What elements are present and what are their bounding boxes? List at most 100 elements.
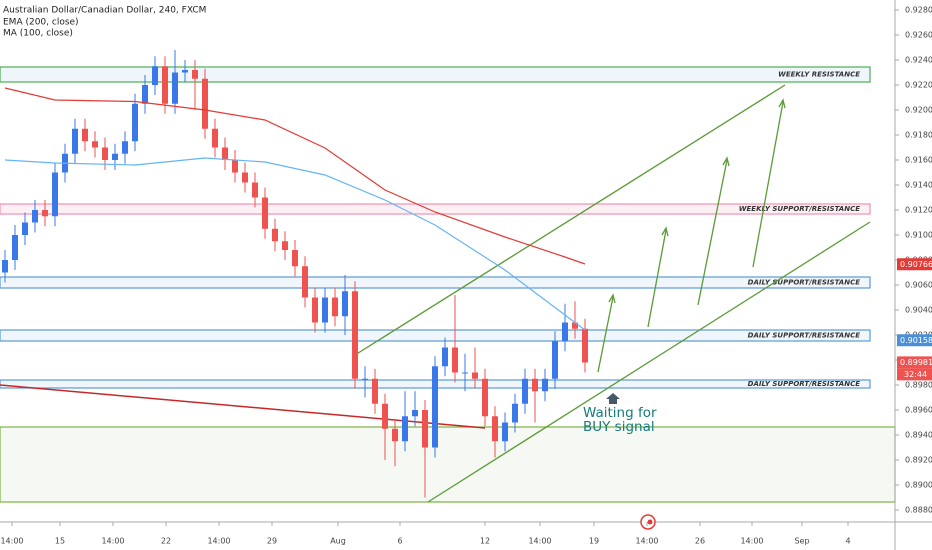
candle-body xyxy=(532,378,538,392)
candle-body xyxy=(242,172,248,183)
candle-body xyxy=(442,347,448,367)
candle-body xyxy=(172,72,178,104)
zone xyxy=(0,66,871,83)
x-tick-label: Aug xyxy=(330,537,346,546)
zone-label: WEEKLY SUPPORT/RESISTANCE xyxy=(739,205,860,213)
candle-body xyxy=(82,128,88,142)
zone-label: DAILY SUPPORT/RESISTANCE xyxy=(748,380,861,388)
candle-body xyxy=(582,328,588,363)
up-marker xyxy=(606,393,620,404)
logo-dot xyxy=(647,519,653,525)
candle-body xyxy=(282,241,288,250)
ma-line xyxy=(4,157,586,331)
zone-label: DAILY SUPPORT/RESISTANCE xyxy=(748,332,861,340)
candle-body xyxy=(522,378,528,404)
candle-body xyxy=(92,141,98,148)
x-tick-label: 14:00 xyxy=(207,537,230,546)
channel-upper xyxy=(354,84,786,356)
candle-body xyxy=(102,147,108,160)
candle-body xyxy=(392,428,398,442)
x-tick-label: 14:00 xyxy=(528,537,551,546)
x-tick-label: 15 xyxy=(55,537,65,546)
candle-body xyxy=(2,260,8,273)
candle-body xyxy=(372,378,378,404)
arrows xyxy=(597,98,786,373)
arrow-head xyxy=(778,98,786,109)
price-label: 0.90158 xyxy=(900,336,932,345)
x-tick-label: 26 xyxy=(695,537,705,546)
candle-body xyxy=(52,172,58,217)
candle-body xyxy=(222,147,228,160)
candle-body xyxy=(402,416,408,442)
candle-body xyxy=(162,66,168,104)
candle-body xyxy=(272,228,278,242)
zone xyxy=(0,276,871,289)
candle-body xyxy=(112,153,118,160)
candle-body xyxy=(182,70,188,73)
x-tick-label: 14:00 xyxy=(740,537,763,546)
y-tick-label: 0.88800 xyxy=(905,506,932,515)
price-label-box xyxy=(897,258,932,271)
candle-body xyxy=(452,347,458,373)
trend-line xyxy=(0,384,486,429)
candle-body xyxy=(502,422,508,442)
candle-body xyxy=(362,378,368,380)
candle-body xyxy=(312,297,318,323)
x-tick-label: 6 xyxy=(397,537,402,546)
countdown-box xyxy=(897,368,932,381)
logo xyxy=(640,514,656,530)
arrow-head xyxy=(722,156,730,167)
price-label-box xyxy=(897,356,932,369)
annotation: BUY signal xyxy=(583,419,655,435)
candle-body xyxy=(472,372,478,379)
candle-body xyxy=(432,366,438,448)
candle-body xyxy=(122,141,128,154)
price-label: 0.90766 xyxy=(900,260,932,269)
candle-body xyxy=(352,291,358,379)
zone xyxy=(0,329,871,342)
candle-body xyxy=(382,403,388,429)
indicator: MA (100, close) xyxy=(3,29,73,39)
drawings xyxy=(0,84,871,503)
countdown: 32:44 xyxy=(904,370,927,379)
x-tick-label: 19 xyxy=(589,537,599,546)
x-tick-label: 14:00 xyxy=(0,537,23,546)
candle-body xyxy=(132,103,138,142)
zone-label: WEEKLY RESISTANCE xyxy=(778,71,860,79)
ma-line xyxy=(4,87,586,265)
arrow xyxy=(647,229,667,328)
x-tick-label: 29 xyxy=(267,537,277,546)
annotation: Waiting for xyxy=(583,405,657,421)
indicator: EMA (200, close) xyxy=(3,18,79,28)
candle-body xyxy=(232,160,238,173)
candle-body xyxy=(412,410,418,417)
price-label-box xyxy=(897,334,932,347)
candle-body xyxy=(302,266,308,298)
arrow xyxy=(697,159,728,306)
candle-body xyxy=(422,410,428,448)
candle-body xyxy=(212,128,218,148)
candle-body xyxy=(152,66,158,85)
title: Australian Dollar/Canadian Dollar, 240, … xyxy=(3,6,206,16)
candle-body xyxy=(562,322,568,342)
candle-body xyxy=(22,222,28,235)
candle-body xyxy=(482,378,488,417)
candle-body xyxy=(12,235,18,260)
candle-body xyxy=(292,250,298,267)
channel-lower xyxy=(427,221,871,503)
candle-body xyxy=(462,372,468,374)
candle-body xyxy=(42,210,48,217)
x-tick-label: 4 xyxy=(845,537,850,546)
candle-body xyxy=(552,341,558,379)
